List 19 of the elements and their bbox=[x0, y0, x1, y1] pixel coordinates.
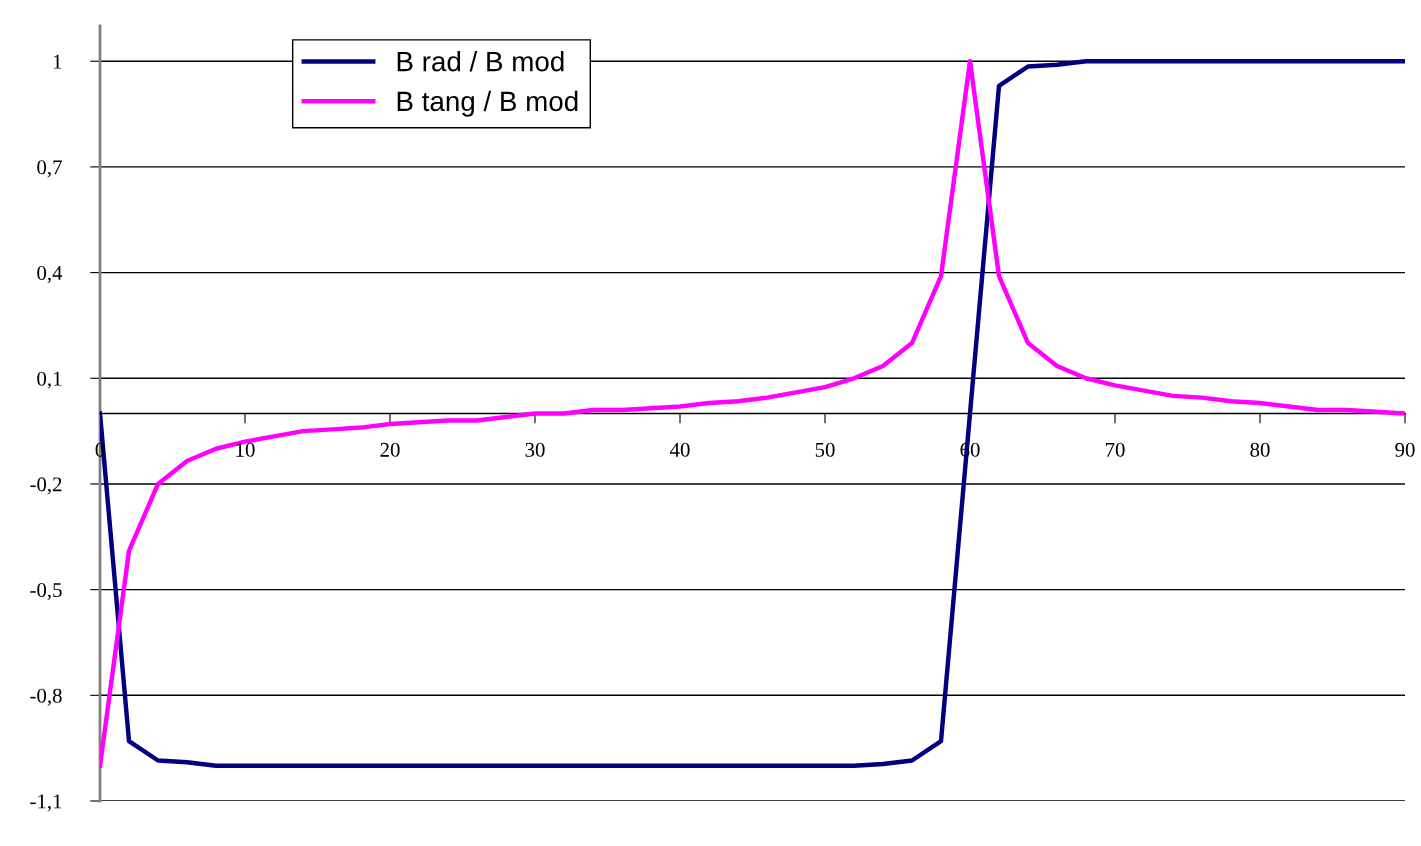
y-tick-label: 1 bbox=[53, 54, 62, 69]
legend-label: B rad / B mod bbox=[397, 51, 564, 72]
y-tick-label: -0,5 bbox=[30, 583, 62, 601]
y-tick-label: 0,4 bbox=[37, 265, 63, 284]
x-tick-label: 90 bbox=[1395, 442, 1415, 457]
x-tick-label: 70 bbox=[1105, 442, 1125, 457]
x-tick-label: 80 bbox=[1250, 442, 1270, 457]
x-tick-label: 40 bbox=[669, 442, 690, 457]
x-tick-label: 50 bbox=[815, 442, 835, 457]
x-tick-label: 10 bbox=[236, 442, 255, 457]
legend-label: B tang / B mod bbox=[397, 90, 578, 117]
y-tick-label: 0,1 bbox=[37, 371, 62, 389]
y-tick-label: -0,2 bbox=[30, 477, 62, 495]
y-tick-label: -1,1 bbox=[30, 794, 62, 812]
x-tick-label: 30 bbox=[525, 442, 545, 457]
y-tick-label: -0,8 bbox=[30, 688, 62, 706]
y-tick-label: 0,7 bbox=[37, 160, 62, 178]
x-tick-label: 0 bbox=[95, 442, 105, 457]
x-tick-label: 20 bbox=[380, 442, 400, 457]
